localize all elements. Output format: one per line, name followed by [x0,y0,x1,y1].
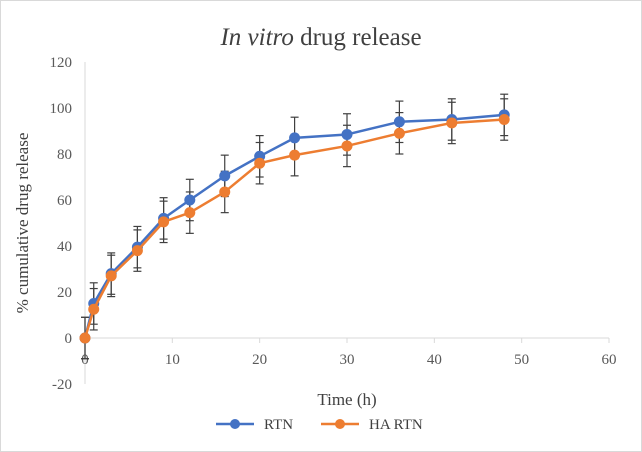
data-point-ha-rtn [158,216,170,228]
chart-title-rest: drug release [294,24,422,51]
data-point-ha-rtn [184,207,196,219]
x-tick-label: 20 [252,352,267,368]
y-tick-label: 100 [50,101,73,117]
y-tick-label: 60 [57,193,72,209]
x-tick-label: 60 [602,352,617,368]
data-point-rtn [289,132,301,144]
chart-title: In vitro drug release [219,24,421,51]
data-point-rtn [184,194,196,206]
y-tick-label: 120 [50,55,73,71]
data-point-ha-rtn [446,117,458,129]
legend-marker-rtn [230,419,240,429]
y-axis-title: % cumulative drug release [13,133,32,314]
y-tick-label: -20 [52,377,72,393]
data-point-ha-rtn [105,270,117,282]
data-point-rtn [219,170,231,182]
x-tick-label: 0 [81,352,89,368]
x-tick-label: 50 [514,352,529,368]
y-tick-label: 40 [57,239,72,255]
plot-area: -20 0 20 40 60 80 100 120 0 10 20 30 40 50 60 [50,55,617,393]
data-point-ha-rtn [498,114,510,125]
chart-title-italic: In vitro [219,24,293,51]
legend: RTN HA RTN [216,417,423,433]
y-tick-label: 80 [57,147,72,163]
x-tick-label: 10 [165,352,180,368]
data-point-ha-rtn [79,332,91,344]
data-point-rtn [393,116,405,128]
data-point-rtn [341,128,353,140]
legend-marker-ha-rtn [335,419,345,429]
legend-label-ha-rtn: HA RTN [369,417,423,433]
y-tick-label: 20 [57,285,72,301]
data-point-ha-rtn [219,186,231,198]
data-point-ha-rtn [131,245,143,257]
data-point-ha-rtn [393,127,405,139]
x-tick-label: 30 [340,352,355,368]
data-point-ha-rtn [88,303,100,315]
data-point-ha-rtn [289,149,301,161]
x-axis-title: Time (h) [317,390,376,409]
legend-label-rtn: RTN [264,417,293,433]
data-point-ha-rtn [341,140,353,152]
x-tick-label: 40 [427,352,442,368]
data-point-ha-rtn [254,157,266,169]
y-tick-label: 0 [65,331,73,347]
